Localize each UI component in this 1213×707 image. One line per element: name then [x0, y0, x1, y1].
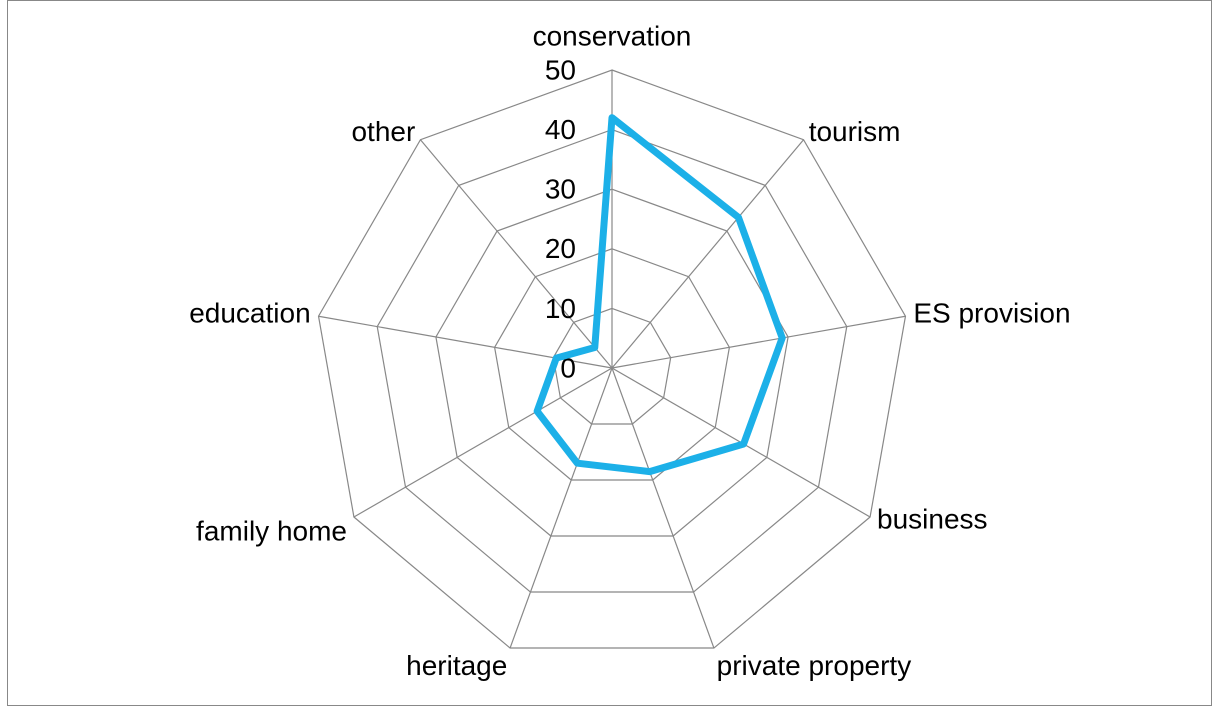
category-label: family home	[196, 515, 347, 546]
grid-ring	[493, 248, 731, 481]
spoke	[419, 139, 613, 369]
r-tick-label: 40	[545, 114, 576, 145]
grid-ring	[552, 307, 672, 425]
category-label: heritage	[406, 650, 507, 681]
r-tick-label: 10	[545, 293, 576, 324]
category-label: private property	[717, 650, 912, 681]
grid-ring	[317, 69, 907, 649]
category-label: tourism	[809, 116, 901, 147]
series-line	[533, 114, 786, 476]
category-label: business	[877, 503, 988, 534]
r-tick-label: 0	[560, 352, 576, 383]
r-tick-label: 30	[545, 174, 576, 205]
r-tick-label: 20	[545, 233, 576, 264]
chart-frame	[7, 0, 1212, 706]
spoke	[353, 367, 613, 518]
spoke	[611, 315, 906, 369]
r-tick-label: 50	[545, 54, 576, 85]
grid-ring	[376, 128, 848, 593]
category-label: ES provision	[913, 297, 1070, 328]
category-label: conservation	[533, 20, 692, 51]
category-label: other	[351, 116, 415, 147]
spoke	[509, 367, 613, 649]
spoke	[611, 367, 715, 649]
grid-ring	[435, 188, 789, 537]
category-label: education	[189, 297, 310, 328]
spoke	[611, 139, 805, 369]
